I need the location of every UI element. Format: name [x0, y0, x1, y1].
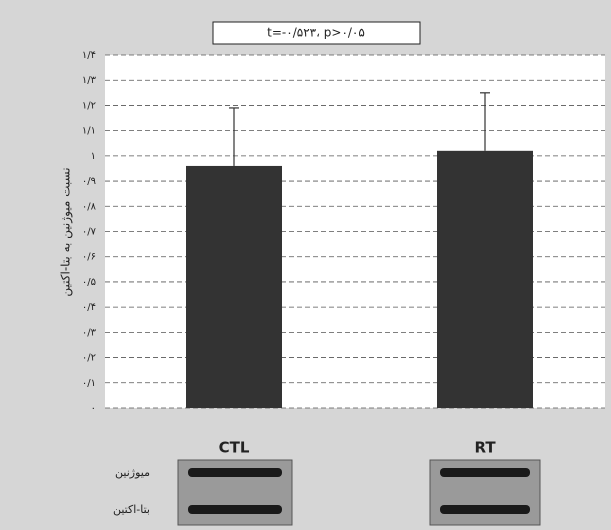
y-tick-label: ۰/۲	[82, 353, 96, 364]
y-tick-label: ۱	[91, 151, 96, 162]
y-tick-label: ۰/۸	[82, 201, 97, 212]
error-bar	[480, 92, 490, 151]
y-tick-label: ۰/۷	[82, 227, 97, 238]
annotation-box	[212, 21, 421, 45]
y-tick-label: ۰/۹	[82, 176, 96, 187]
bar	[437, 150, 533, 409]
y-tick-label: ۰/۶	[82, 252, 96, 263]
y-tick-label: ۱/۴	[82, 50, 96, 61]
blot-label: میوژنین	[115, 466, 150, 479]
y-axis-label: نسبت میوژنین به بتا-اکتین	[59, 167, 74, 296]
y-tick-label: ۱/۱	[82, 126, 96, 137]
y-tick-label: ۱/۲	[82, 100, 96, 111]
y-tick-label: ۰/۵	[82, 277, 96, 288]
blot-label: بتا-اکتین	[113, 503, 150, 516]
y-tick-label: ۱/۳	[82, 75, 97, 86]
x-tick-label: CTL	[219, 439, 250, 457]
y-tick-label: ۰/۴	[82, 302, 96, 313]
y-tick-label: ۰	[91, 403, 96, 414]
x-tick-label: RT	[474, 439, 496, 457]
y-tick-label: ۰/۱	[82, 378, 96, 389]
y-tick-label: ۰/۳	[82, 327, 97, 338]
error-bar	[229, 107, 239, 166]
blot	[177, 459, 541, 526]
annotation: t=-۰/۵۲۳، p>۰/۰۵	[267, 26, 365, 40]
bar	[186, 165, 282, 408]
